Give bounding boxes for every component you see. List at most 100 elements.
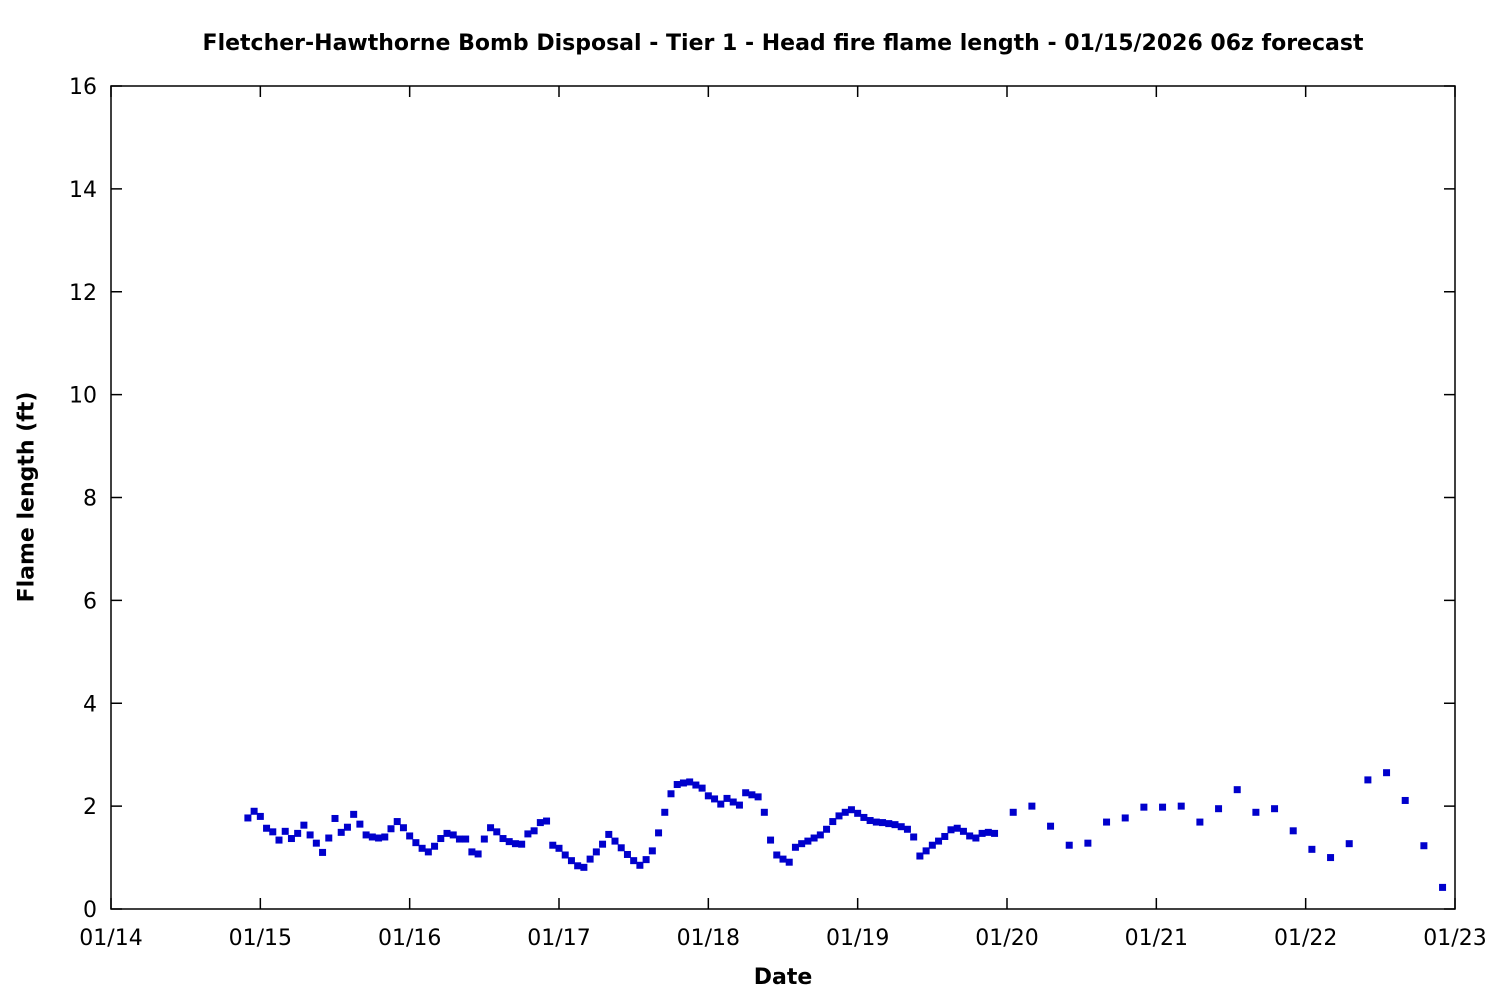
data-point-marker [543,817,551,825]
data-point-marker [418,844,426,852]
data-point-marker [331,814,339,822]
data-point-marker [325,834,333,842]
data-point-marker [592,848,600,856]
data-point-marker [381,833,389,841]
data-point-marker [1364,776,1372,784]
data-point-marker [567,857,575,865]
x-tick-label: 01/14 [79,926,142,951]
data-point-marker [300,821,308,829]
data-point-marker [636,861,644,869]
data-point-marker [941,832,949,840]
data-point-marker [630,857,638,865]
data-point-marker [505,838,513,846]
data-point-marker [1121,814,1129,822]
data-point-marker [1327,854,1335,862]
data-point-marker [1345,840,1353,848]
data-point-marker [375,834,383,842]
data-point-marker [723,794,731,802]
data-point-marker [362,831,370,839]
data-point-marker [281,827,289,835]
data-point-marker [493,828,501,836]
data-point-marker [804,837,812,845]
data-point-marker [393,818,401,826]
x-tick-label: 01/20 [975,926,1038,951]
data-point-marker [947,826,955,834]
data-point-marker [742,789,750,797]
data-point-marker [312,839,320,847]
data-point-marker [443,829,451,837]
data-point-marker [406,832,414,840]
data-point-marker [580,863,588,871]
data-point-marker [256,812,264,820]
data-point-marker [412,839,420,847]
data-point-marker [1047,822,1055,830]
data-point-marker [835,812,843,820]
data-point-marker [885,820,893,828]
data-point-marker [1177,802,1185,810]
data-point-marker [1084,839,1092,847]
data-point-marker [735,801,743,809]
y-tick-label: 4 [83,692,97,717]
data-point-marker [518,840,526,848]
data-point-marker [785,858,793,866]
data-point-marker [586,855,594,863]
data-point-marker [661,808,669,816]
y-tick-label: 2 [83,795,97,820]
data-point-marker [642,856,650,864]
data-point-marker [816,831,824,839]
data-point-marker [623,850,631,858]
data-point-marker [1140,803,1148,811]
y-tick-label: 10 [69,384,97,409]
data-point-marker [263,824,271,832]
data-point-marker [704,792,712,800]
data-point-marker [991,829,999,837]
data-point-marker [1196,818,1204,826]
data-point-marker [449,831,457,839]
data-point-marker [1289,827,1297,835]
data-point-marker [1159,803,1167,811]
data-point-marker [605,830,613,838]
data-point-marker [287,835,295,843]
data-point-marker [530,827,538,835]
data-point-marker [903,825,911,833]
x-tick-label: 01/23 [1423,926,1486,951]
x-tick-label: 01/16 [378,926,441,951]
data-point-marker [356,820,364,828]
data-point-marker [269,828,277,836]
data-point-marker [617,844,625,852]
data-point-marker [673,781,681,789]
y-tick-label: 0 [83,898,97,923]
data-point-marker [350,810,358,818]
data-point-marker [368,833,376,841]
data-point-marker [468,848,476,856]
data-point-marker [679,779,687,787]
data-point-marker [1383,769,1391,777]
data-point-marker [250,807,258,815]
data-point-marker [953,824,961,832]
data-point-marker [729,798,737,806]
data-point-marker [910,833,918,841]
data-point-marker [1009,808,1017,816]
data-point-marker [499,835,507,843]
data-point-marker [841,808,849,816]
data-point-marker [524,830,532,838]
data-point-marker [555,844,563,852]
data-point-marker [854,809,862,817]
chart-title: Fletcher-Hawthorne Bomb Disposal - Tier … [202,31,1364,56]
data-point-marker [748,791,756,799]
y-axis-label: Flame length (ft) [14,391,40,603]
data-point-marker [599,840,607,848]
data-point-marker [487,824,495,832]
data-point-marker [984,828,992,836]
data-point-marker [978,829,986,837]
data-point-marker [872,818,880,826]
y-tick-label: 6 [83,589,97,614]
data-point-marker [959,827,967,835]
data-point-marker [1308,845,1316,853]
data-point-marker [767,836,775,844]
data-point-marker [935,837,943,845]
data-point-marker [319,848,327,856]
x-tick-label: 01/22 [1274,926,1337,951]
data-point-marker [754,793,762,801]
